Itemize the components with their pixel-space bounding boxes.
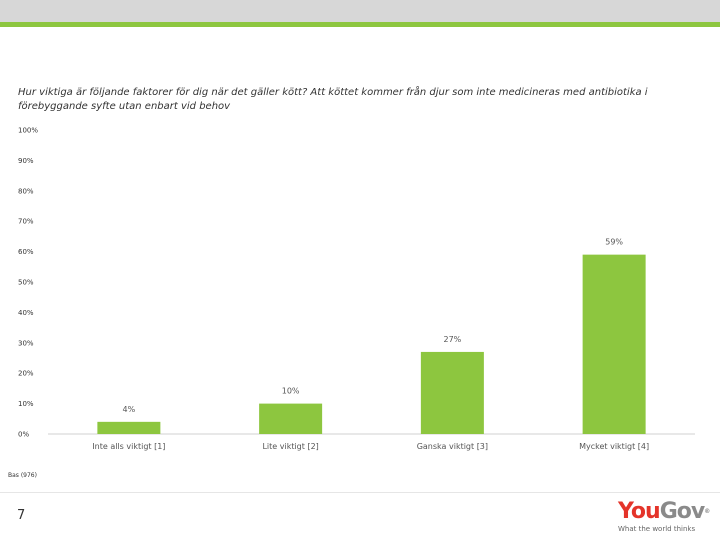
y-tick-label: 60%	[18, 248, 34, 256]
category-label: Mycket viktigt [4]	[579, 442, 649, 451]
bar	[97, 421, 161, 434]
category-label: Lite viktigt [2]	[262, 442, 318, 451]
logo-tagline: What the world thinks	[618, 525, 696, 533]
logo-registered-mark: ®	[704, 508, 710, 515]
y-tick-label: 90%	[18, 157, 34, 165]
base-note: Bas (976)	[8, 472, 37, 479]
data-label: 27%	[443, 335, 461, 344]
bar-chart: 0% 10% 20% 30% 40% 50% 60% 70% 80% 90% 100% 4% Inte …	[18, 127, 695, 451]
data-label: 4%	[123, 405, 136, 414]
logo-wordmark: YouGov®	[618, 500, 718, 524]
category-label: Ganska viktigt [3]	[417, 442, 488, 451]
yougov-logo: YouGov® What the world thinks	[618, 500, 718, 534]
y-tick-label: 50%	[18, 279, 34, 287]
y-tick-label: 30%	[18, 339, 34, 347]
top-bar	[0, 0, 720, 22]
bar	[259, 403, 323, 434]
top-accent-stripe	[0, 22, 720, 27]
y-tick-label: 70%	[18, 218, 34, 226]
page-number: 7	[17, 508, 26, 523]
footer-divider	[0, 492, 720, 493]
logo-gov: Gov	[659, 499, 706, 524]
y-tick-label: 80%	[18, 187, 34, 195]
bar	[420, 351, 484, 434]
y-tick-label: 20%	[18, 370, 34, 378]
y-tick-label: 0%	[18, 431, 29, 439]
bar	[582, 254, 646, 434]
logo-you: You	[618, 499, 661, 524]
survey-question: Hur viktiga är följande faktorer för dig…	[18, 87, 648, 112]
y-tick-label: 10%	[18, 400, 34, 408]
y-tick-label: 100%	[18, 127, 38, 135]
data-label: 10%	[282, 387, 300, 396]
y-tick-label: 40%	[18, 309, 34, 317]
data-label: 59%	[605, 238, 623, 247]
category-label: Inte alls viktigt [1]	[92, 442, 165, 451]
